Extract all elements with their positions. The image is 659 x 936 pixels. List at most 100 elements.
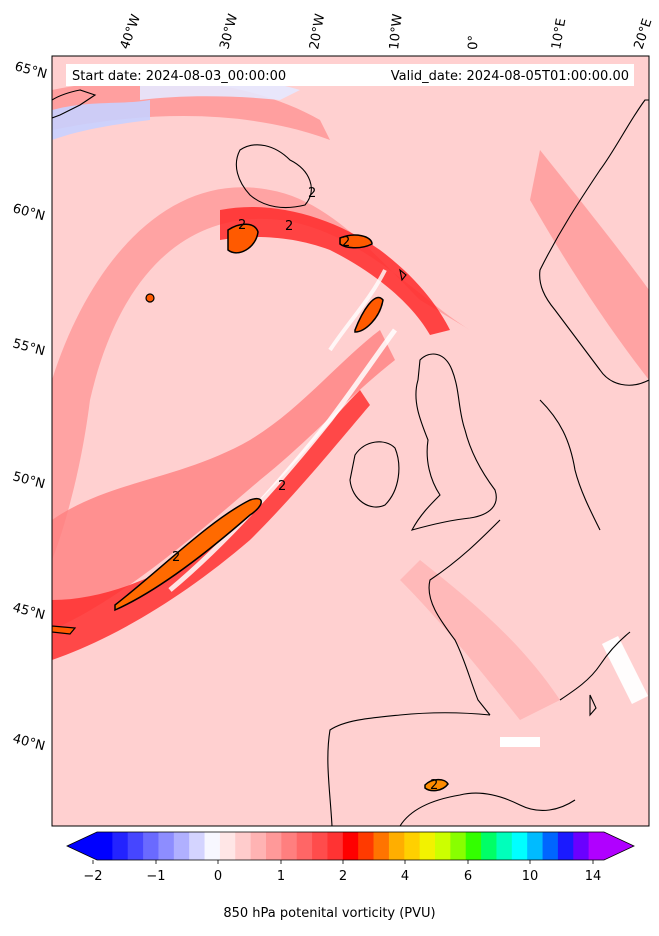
map-frame [51, 55, 650, 827]
lon-label-10e: 10°E [549, 17, 569, 50]
colorbar-swatch [527, 832, 543, 860]
lat-label-65n: 65°N [13, 59, 49, 82]
colorbar-swatch [312, 832, 328, 860]
colorbar-swatch [358, 832, 374, 860]
map-background [52, 56, 649, 826]
colorbar-swatch [373, 832, 390, 860]
header-bar [66, 64, 634, 86]
lon-label-20e: 20°E [632, 17, 656, 51]
colorbar-swatch [481, 832, 497, 860]
pv-white-streak-2 [328, 269, 387, 352]
colorbar-tick-label: 10 [522, 869, 539, 884]
coast-great-britain [410, 353, 497, 531]
contour-label-7: 2 [430, 778, 438, 793]
latitude-labels: 65°N 60°N 55°N 50°N 45°N 40°N [11, 59, 49, 754]
pv-north-band [52, 80, 330, 140]
pv-white-streak-1 [168, 328, 398, 592]
colorbar-tick-label: −2 [83, 869, 102, 884]
colorbar-swatch [204, 832, 221, 860]
colorbar-swatch [342, 832, 359, 860]
colorbar-swatch [281, 832, 298, 860]
colorbar-tick-label: 4 [401, 869, 409, 884]
coast-iberia [327, 712, 576, 826]
colorbar-swatch [235, 832, 252, 860]
colorbar-swatch [327, 832, 344, 860]
contour-label-4: 2 [342, 235, 350, 250]
colorbar-swatch [266, 832, 282, 860]
colorbar-tick-label: 6 [464, 869, 472, 884]
colorbar-swatch [511, 832, 528, 860]
colorbar-outline [66, 831, 635, 861]
pv-band-north [220, 206, 450, 335]
colorbar: −2 −1 0 1 2 4 6 10 14 [66, 831, 635, 884]
pv-2-contour-jet [114, 498, 262, 612]
lon-label-20w: 20°W [307, 13, 328, 51]
coast-ireland [349, 441, 400, 508]
contour-label-5: 2 [172, 550, 180, 565]
lon-label-40w: 40°W [118, 12, 144, 51]
colorbar-swatch [465, 832, 482, 860]
colorbar-swatches [97, 832, 605, 860]
lon-label-30w: 30°W [217, 12, 241, 51]
coastlines [52, 89, 649, 826]
colorbar-swatch [250, 832, 267, 860]
colorbar-swatch [143, 832, 159, 860]
contour-label-3: 2 [285, 219, 293, 234]
colorbar-tick-label: 14 [585, 869, 602, 884]
colorbar-swatch [404, 832, 421, 860]
coast-north-sea-east [539, 399, 601, 531]
pv-2-contour-east [339, 234, 373, 249]
contour-label-6: 2 [278, 479, 286, 494]
colorbar-tick-label: 1 [277, 869, 285, 884]
pv-band-mid [52, 330, 395, 630]
lon-label-0: 0° [466, 35, 482, 50]
colorbar-swatch [450, 832, 467, 860]
pv-2-contour-spain [424, 778, 449, 792]
colorbar-tick-label: 0 [214, 869, 222, 884]
pv-white-patch-se [601, 635, 649, 705]
coast-iceland [235, 144, 312, 209]
colorbar-over-arrow [604, 832, 634, 860]
lat-label-45n: 45°N [11, 600, 47, 623]
coast-faroes [399, 268, 407, 282]
pv-2-contour-faroes [354, 296, 384, 333]
colorbar-swatch [542, 832, 559, 860]
colorbar-tick-label: −1 [146, 869, 165, 884]
colorbar-swatch [419, 832, 436, 860]
colorbar-swatch [173, 832, 190, 860]
coast-france [428, 519, 501, 716]
pv-2-contour-iceland-west [227, 223, 259, 254]
colorbar-swatch [112, 832, 129, 860]
colorbar-swatch [127, 832, 144, 860]
coast-med-north [559, 631, 631, 701]
lat-label-50n: 50°N [11, 469, 47, 492]
colorbar-swatch [296, 832, 313, 860]
colorbar-swatch [189, 832, 205, 860]
pv-2-contour-dot [145, 293, 155, 303]
pv-east-band [530, 150, 649, 380]
contour-label-2: 2 [238, 218, 246, 233]
map-panel: 2 2 2 2 2 2 2 Start date: 2024-08-03_00:… [52, 56, 649, 826]
lat-label-40n: 40°N [11, 731, 47, 754]
colorbar-swatch [435, 832, 451, 860]
colorbar-title: 850 hPa potenital vorticity (PVU) [223, 906, 436, 921]
pv-south-patch [400, 560, 560, 720]
colorbar-swatch [588, 832, 605, 860]
colorbar-swatch [388, 832, 405, 860]
colorbar-tick-label: 2 [339, 869, 347, 884]
coast-greenland [52, 89, 97, 119]
valid-date-label: Valid_date: 2024-08-05T01:00:00.00 [391, 69, 629, 84]
lon-label-10w: 10°W [387, 13, 406, 50]
lat-label-55n: 55°N [11, 336, 47, 359]
coast-corsica [589, 694, 597, 717]
colorbar-swatch [219, 832, 236, 860]
colorbar-swatch [97, 832, 113, 860]
pv-negative-patch-nw [52, 100, 150, 140]
colorbar-swatch [557, 832, 574, 860]
longitude-labels: 40°W 30°W 20°W 10°W 0° 10°E 20°E [118, 12, 656, 51]
colorbar-under-arrow [67, 832, 97, 860]
coast-norway [539, 99, 649, 386]
colorbar-swatch [496, 832, 513, 860]
contour-label-1: 2 [308, 186, 316, 201]
